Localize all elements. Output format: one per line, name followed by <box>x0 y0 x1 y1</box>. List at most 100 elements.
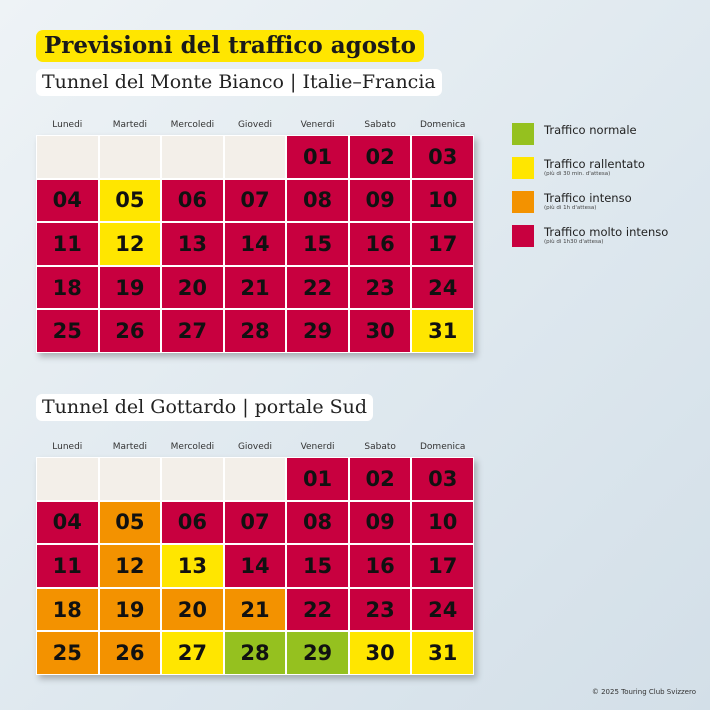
legend-label: Traffico intenso (più di 1h d'attesa) <box>544 191 632 211</box>
day-cell-orange: 26 <box>99 632 161 674</box>
day-cell-red: 18 <box>37 266 98 309</box>
weekday-label: Domenica <box>420 442 466 452</box>
day-cell-yellow: 13 <box>162 545 223 587</box>
legend-item: Traffico molto intenso (più di 1h30 d'att… <box>512 225 668 259</box>
day-cell-red: 14 <box>224 545 286 587</box>
day-cell-red: 06 <box>162 179 223 222</box>
day-cell-red: 03 <box>412 458 473 500</box>
day-cell-red: 16 <box>349 223 411 265</box>
day-cell-green: 28 <box>224 632 286 674</box>
legend-note: (più di 30 min. d'attesa) <box>544 171 611 177</box>
day-cell-yellow: 31 <box>412 632 473 674</box>
day-cell-orange: 19 <box>99 588 161 631</box>
day-cell-red: 15 <box>287 545 348 587</box>
day-cell-red: 21 <box>224 266 286 309</box>
day-cell-yellow: 30 <box>349 632 411 674</box>
empty-cell <box>99 136 161 178</box>
empty-cell <box>224 136 286 178</box>
legend-swatch <box>512 123 534 145</box>
day-cell-red: 01 <box>287 458 348 500</box>
day-cell-red: 22 <box>287 266 348 309</box>
day-cell-green: 29 <box>287 632 348 674</box>
legend-label: Traffico rallentato (più di 30 min. d'att… <box>544 157 645 177</box>
weekday-label: Venerdi <box>300 442 335 452</box>
calendar-1-subtitle: Tunnel del Monte Bianco | Italie–Francia <box>36 69 442 96</box>
legend-label: Traffico molto intenso (più di 1h30 d'att… <box>544 225 669 245</box>
day-cell-red: 02 <box>349 136 411 178</box>
day-cell-red: 16 <box>349 545 411 587</box>
legend-note: (più di 1h30 d'attesa) <box>544 239 604 245</box>
day-cell-red: 11 <box>37 545 98 587</box>
day-cell-red: 09 <box>349 501 411 544</box>
weekday-label: Sabato <box>364 120 396 130</box>
day-cell-red: 14 <box>224 223 286 265</box>
empty-cell <box>224 458 286 500</box>
day-cell-yellow: 27 <box>162 632 223 674</box>
calendar-2-grid: 01 02 03 04 05 06 07 08 09 10 11 12 13 14 15 16 17 18 19 20… <box>36 457 474 675</box>
day-cell-red: 09 <box>349 179 411 222</box>
weekday-label: Mercoledi <box>170 442 215 452</box>
legend-item: Traffico intenso (più di 1h d'attesa) <box>512 191 668 225</box>
empty-cell <box>37 136 98 178</box>
day-cell-red: 07 <box>224 501 286 544</box>
copyright: © 2025 Touring Club Svizzero <box>591 688 696 696</box>
day-cell-orange: 25 <box>37 632 98 674</box>
calendar-1-grid: 01 02 03 04 05 06 07 08 09 10 11 12 13 14 15 16 17 18 19 20… <box>36 135 474 353</box>
day-cell-red: 04 <box>37 179 98 222</box>
weekday-label: Martedi <box>112 120 147 130</box>
day-cell-red: 10 <box>412 501 473 544</box>
day-cell-red: 27 <box>162 310 223 352</box>
day-cell-red: 23 <box>349 266 411 309</box>
weekday-label: Lunedi <box>52 442 83 452</box>
day-cell-red: 15 <box>287 223 348 265</box>
empty-cell <box>162 458 223 500</box>
day-cell-red: 11 <box>37 223 98 265</box>
legend-swatch <box>512 225 534 247</box>
day-cell-orange: 05 <box>99 501 161 544</box>
empty-cell <box>37 458 98 500</box>
weekday-label: Giovedi <box>237 120 273 130</box>
day-cell-red: 17 <box>412 545 473 587</box>
day-cell-red: 26 <box>99 310 161 352</box>
calendar-2-weekdays: Lunedi Martedi Mercoledi Giovedi Venerdi Saba… <box>36 442 474 452</box>
day-cell-yellow: 12 <box>99 223 161 265</box>
day-cell-yellow: 31 <box>412 310 473 352</box>
empty-cell <box>99 458 161 500</box>
day-cell-red: 03 <box>412 136 473 178</box>
day-cell-red: 13 <box>162 223 223 265</box>
day-cell-orange: 20 <box>162 588 223 631</box>
weekday-label: Domenica <box>420 120 466 130</box>
day-cell-red: 07 <box>224 179 286 222</box>
day-cell-orange: 18 <box>37 588 98 631</box>
legend-item: Traffico normale <box>512 123 668 157</box>
legend-label: Traffico normale <box>544 123 637 137</box>
day-cell-red: 24 <box>412 588 473 631</box>
day-cell-red: 17 <box>412 223 473 265</box>
day-cell-red: 25 <box>37 310 98 352</box>
legend: Traffico normale Traffico rallentato (più … <box>512 123 668 259</box>
day-cell-red: 20 <box>162 266 223 309</box>
calendar-2-subtitle: Tunnel del Gottardo | portale Sud <box>36 394 374 421</box>
day-cell-red: 24 <box>412 266 473 309</box>
day-cell-red: 04 <box>37 501 98 544</box>
day-cell-yellow: 05 <box>99 179 161 222</box>
day-cell-orange: 21 <box>224 588 286 631</box>
day-cell-red: 10 <box>412 179 473 222</box>
weekday-label: Martedi <box>112 442 147 452</box>
weekday-label: Sabato <box>364 442 396 452</box>
calendar-1-weekdays: Lunedi Martedi Mercoledi Giovedi Venerdi Saba… <box>36 120 474 130</box>
day-cell-orange: 12 <box>99 545 161 587</box>
weekday-label: Giovedi <box>237 442 273 452</box>
weekday-label: Lunedi <box>52 120 83 130</box>
weekday-label: Venerdi <box>300 120 335 130</box>
day-cell-red: 22 <box>287 588 348 631</box>
legend-note: (più di 1h d'attesa) <box>544 205 597 211</box>
legend-swatch <box>512 157 534 179</box>
day-cell-red: 08 <box>287 501 348 544</box>
day-cell-red: 01 <box>287 136 348 178</box>
day-cell-red: 30 <box>349 310 411 352</box>
day-cell-red: 02 <box>349 458 411 500</box>
day-cell-red: 19 <box>99 266 161 309</box>
legend-item: Traffico rallentato (più di 30 min. d'att… <box>512 157 668 191</box>
page-title: Previsioni del traffico agosto <box>36 30 424 62</box>
